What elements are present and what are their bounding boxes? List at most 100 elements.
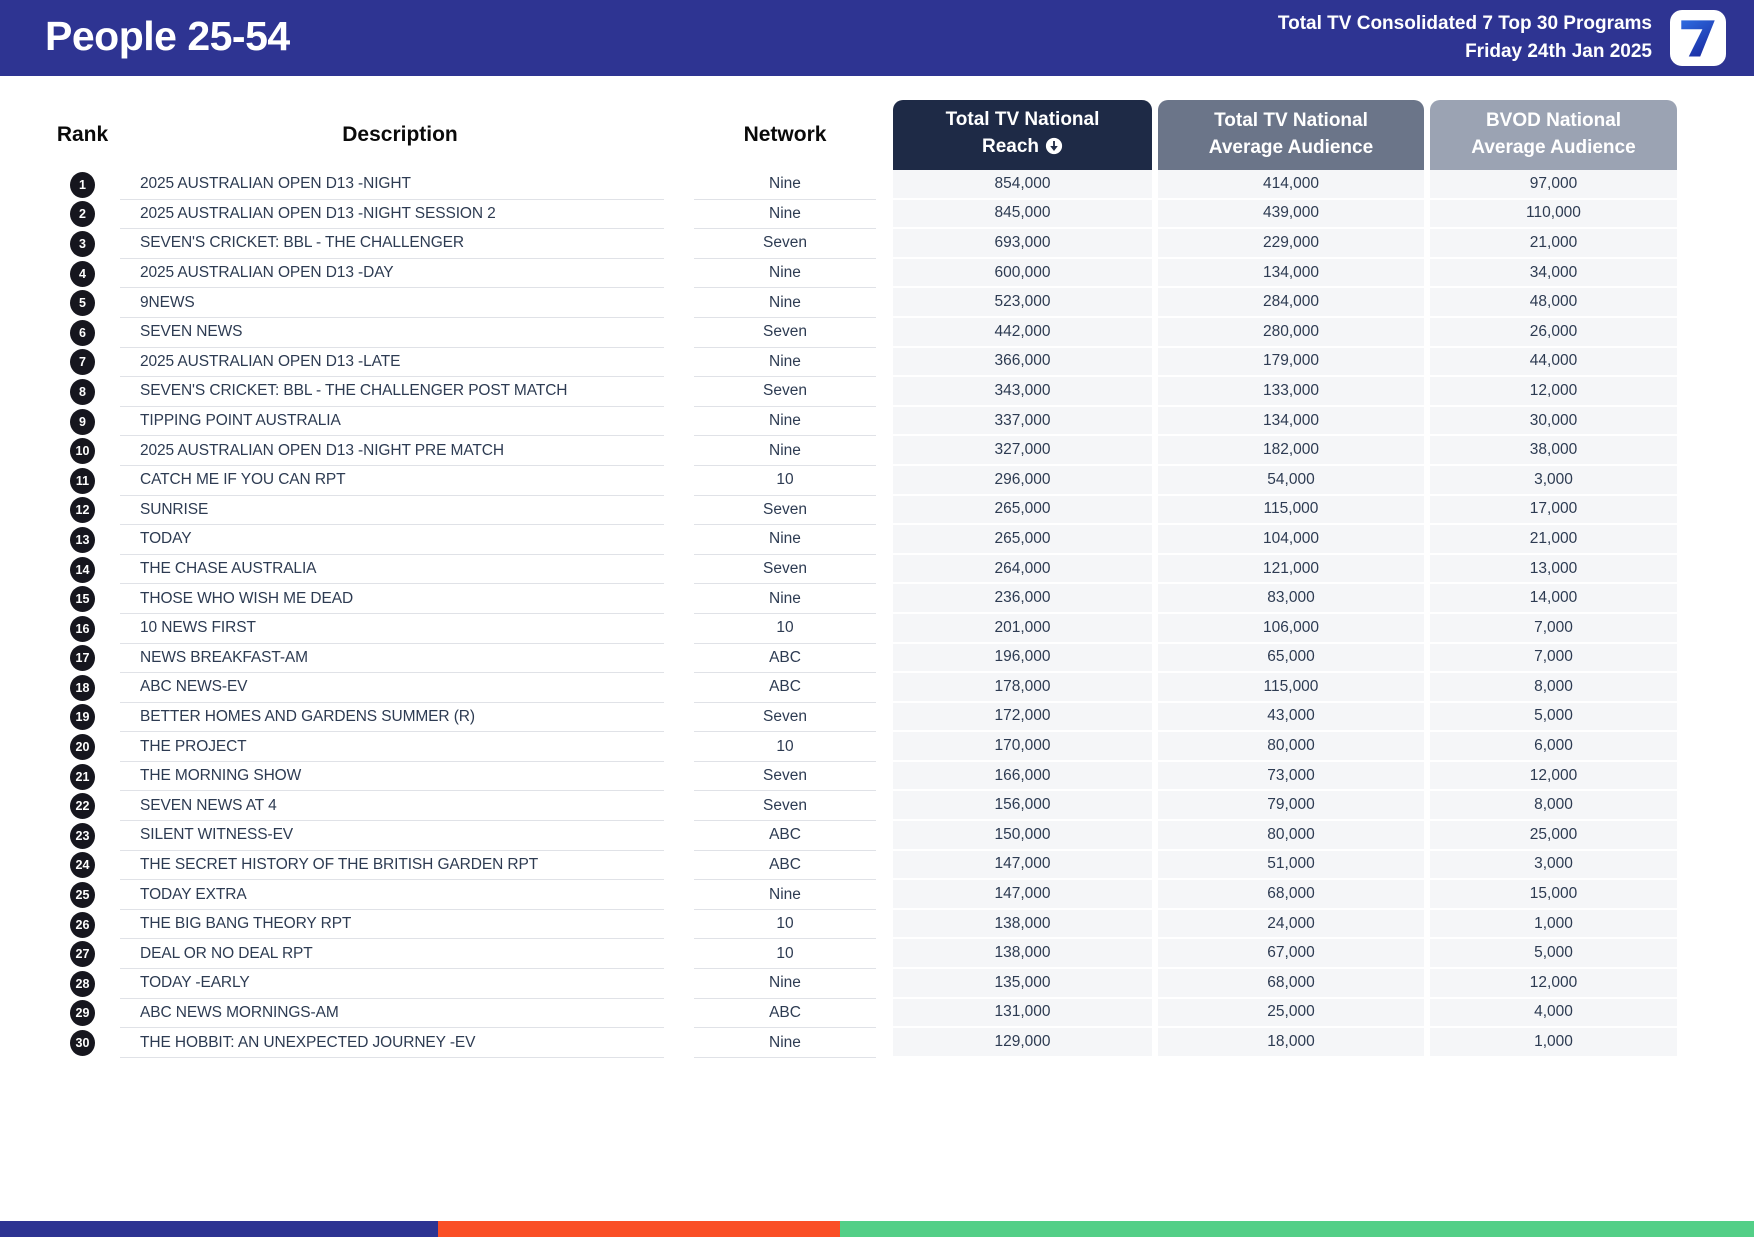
table-row: 16 10 NEWS FIRST 10 201,000 106,000 7,00… [45, 613, 1680, 644]
bvod-average-value: 38,000 [1427, 436, 1680, 466]
program-network: Nine [694, 436, 876, 466]
table-row: 19 BETTER HOMES AND GARDENS SUMMER (R) S… [45, 702, 1680, 733]
program-network: Nine [694, 1028, 876, 1058]
table-row: 8 SEVEN'S CRICKET: BBL - THE CHALLENGER … [45, 377, 1680, 407]
rank-badge: 27 [70, 941, 95, 968]
tv-average-value: 80,000 [1155, 732, 1427, 762]
table-row: 26 THE BIG BANG THEORY RPT 10 138,000 24… [45, 909, 1680, 940]
bvod-header-line2: Average Audience [1471, 137, 1636, 158]
table-row: 3 SEVEN'S CRICKET: BBL - THE CHALLENGER … [45, 229, 1680, 259]
rank-badge: 12 [70, 497, 95, 524]
rank-badge: 30 [70, 1030, 95, 1057]
programs-table: Rank Description Network Total TV Nation… [45, 100, 1680, 1058]
table-row: 13 TODAY Nine 265,000 104,000 21,000 [45, 525, 1680, 555]
reach-value: 129,000 [890, 1028, 1155, 1058]
program-network: ABC [694, 673, 876, 703]
program-network: Nine [694, 288, 876, 318]
tv-average-value: 54,000 [1155, 465, 1427, 496]
bvod-average-value: 97,000 [1427, 170, 1680, 200]
table-row: 28 TODAY -EARLY Nine 135,000 68,000 12,0… [45, 969, 1680, 999]
program-network: Nine [694, 259, 876, 289]
table-row: 23 SILENT WITNESS-EV ABC 150,000 80,000 … [45, 821, 1680, 851]
reach-value: 147,000 [890, 850, 1155, 881]
reach-value: 337,000 [890, 406, 1155, 437]
bvod-average-value: 3,000 [1427, 465, 1680, 496]
bvod-average-value: 15,000 [1427, 880, 1680, 910]
tv-average-value: 73,000 [1155, 761, 1427, 792]
program-network: 10 [694, 732, 876, 762]
program-network: Seven [694, 318, 876, 348]
seven-logo-icon [1670, 10, 1726, 66]
bvod-average-value: 110,000 [1427, 199, 1680, 230]
rank-badge: 19 [70, 704, 95, 731]
program-description: THOSE WHO WISH ME DEAD [120, 584, 664, 614]
table-row: 30 THE HOBBIT: AN UNEXPECTED JOURNEY -EV… [45, 1028, 1680, 1058]
tv-average-header-line1: Total TV National [1214, 110, 1368, 132]
program-description: THE BIG BANG THEORY RPT [120, 910, 664, 940]
table-row: 27 DEAL OR NO DEAL RPT 10 138,000 67,000… [45, 939, 1680, 970]
reach-header-line2: Reach [981, 135, 1040, 157]
rank-badge: 13 [70, 526, 95, 553]
bvod-average-value: 21,000 [1427, 229, 1680, 259]
program-description: 2025 AUSTRALIAN OPEN D13 -LATE [120, 348, 664, 378]
program-description: 10 NEWS FIRST [120, 614, 664, 644]
tv-average-value: 280,000 [1155, 317, 1427, 348]
program-description: 2025 AUSTRALIAN OPEN D13 -NIGHT SESSION … [120, 200, 664, 230]
reach-value: 600,000 [890, 258, 1155, 289]
program-description: CATCH ME IF YOU CAN RPT [120, 466, 664, 496]
program-network: Nine [694, 170, 876, 200]
column-header-description: Description [342, 123, 458, 146]
tv-average-value: 51,000 [1155, 850, 1427, 881]
program-network: ABC [694, 999, 876, 1029]
rank-badge: 22 [70, 793, 95, 820]
program-network: Seven [694, 703, 876, 733]
table-row: 5 9NEWS Nine 523,000 284,000 48,000 [45, 288, 1680, 318]
program-description: TODAY EXTRA [120, 880, 664, 910]
table-row: 21 THE MORNING SHOW Seven 166,000 73,000… [45, 761, 1680, 792]
bvod-average-value: 34,000 [1427, 258, 1680, 289]
program-description: BETTER HOMES AND GARDENS SUMMER (R) [120, 703, 664, 733]
column-header-bvod-average[interactable]: BVOD National Average Audience [1430, 100, 1677, 170]
program-description: THE MORNING SHOW [120, 762, 664, 792]
table-row: 20 THE PROJECT 10 170,000 80,000 6,000 [45, 732, 1680, 762]
reach-value: 236,000 [890, 584, 1155, 614]
table-body: 1 2025 AUSTRALIAN OPEN D13 -NIGHT Nine 8… [45, 170, 1680, 1058]
bvod-header-line1: BVOD National [1485, 110, 1622, 132]
tv-average-value: 106,000 [1155, 613, 1427, 644]
table-row: 7 2025 AUSTRALIAN OPEN D13 -LATE Nine 36… [45, 347, 1680, 378]
footer-segment-green [840, 1221, 1754, 1237]
rank-badge: 17 [70, 645, 95, 672]
tv-average-value: 115,000 [1155, 495, 1427, 526]
table-row: 1 2025 AUSTRALIAN OPEN D13 -NIGHT Nine 8… [45, 170, 1680, 200]
column-header-reach[interactable]: Total TV National Reach [893, 100, 1152, 170]
program-description: THE PROJECT [120, 732, 664, 762]
table-row: 10 2025 AUSTRALIAN OPEN D13 -NIGHT PRE M… [45, 436, 1680, 466]
reach-value: 138,000 [890, 909, 1155, 940]
reach-value: 170,000 [890, 732, 1155, 762]
program-description: DEAL OR NO DEAL RPT [120, 939, 664, 970]
program-network: 10 [694, 939, 876, 970]
bvod-average-value: 3,000 [1427, 850, 1680, 881]
table-header-row: Rank Description Network Total TV Nation… [45, 100, 1680, 170]
reach-value: 296,000 [890, 465, 1155, 496]
rank-badge: 8 [70, 378, 95, 405]
reach-value: 693,000 [890, 229, 1155, 259]
tv-average-value: 18,000 [1155, 1028, 1427, 1058]
bvod-average-value: 13,000 [1427, 554, 1680, 585]
header-bar: People 25-54 Total TV Consolidated 7 Top… [0, 0, 1754, 76]
bvod-average-value: 5,000 [1427, 939, 1680, 970]
program-description: ABC NEWS-EV [120, 673, 664, 703]
program-network: Seven [694, 555, 876, 585]
reach-value: 135,000 [890, 969, 1155, 999]
reach-value: 150,000 [890, 821, 1155, 851]
program-description: 2025 AUSTRALIAN OPEN D13 -NIGHT [120, 170, 664, 200]
bvod-average-value: 8,000 [1427, 791, 1680, 822]
rank-badge: 1 [70, 171, 95, 198]
rank-badge: 10 [70, 438, 95, 465]
program-network: 10 [694, 614, 876, 644]
column-header-tv-average[interactable]: Total TV National Average Audience [1158, 100, 1424, 170]
reach-value: 138,000 [890, 939, 1155, 970]
sort-down-icon[interactable] [1045, 137, 1063, 164]
table-row: 15 THOSE WHO WISH ME DEAD Nine 236,000 8… [45, 584, 1680, 614]
program-description: TIPPING POINT AUSTRALIA [120, 407, 664, 437]
